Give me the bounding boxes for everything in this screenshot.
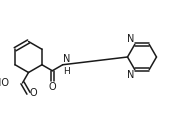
Text: N: N xyxy=(63,54,70,64)
Text: HO: HO xyxy=(0,78,10,88)
Text: H: H xyxy=(63,67,70,76)
Text: N: N xyxy=(127,34,134,44)
Text: O: O xyxy=(30,88,37,98)
Text: O: O xyxy=(48,82,56,92)
Text: N: N xyxy=(127,70,134,80)
